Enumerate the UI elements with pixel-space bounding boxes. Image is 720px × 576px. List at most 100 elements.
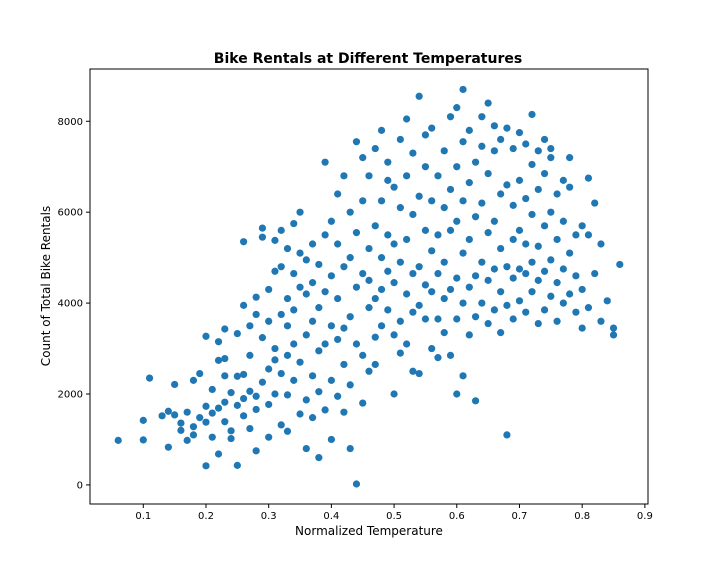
scatter-point — [453, 274, 461, 282]
scatter-point — [315, 347, 323, 355]
scatter-point — [403, 290, 411, 298]
scatter-point — [277, 421, 285, 429]
scatter-point — [465, 235, 473, 244]
scatter-point — [540, 222, 549, 230]
scatter-point — [290, 376, 298, 384]
scatter-point — [265, 400, 273, 409]
scatter-point — [566, 183, 574, 191]
scatter-point — [609, 324, 618, 332]
scatter-point — [566, 290, 574, 298]
x-tick-label: 0.7 — [512, 511, 528, 522]
scatter-point — [384, 158, 392, 166]
scatter-point — [352, 138, 361, 146]
scatter-point — [365, 276, 373, 284]
scatter-point — [421, 315, 430, 323]
scatter-point — [189, 423, 198, 431]
scatter-point — [283, 294, 292, 303]
scatter-point — [240, 412, 248, 420]
scatter-point — [434, 354, 442, 362]
scatter-point — [522, 140, 530, 148]
scatter-point — [415, 369, 423, 378]
scatter-point — [478, 258, 486, 266]
scatter-point — [208, 409, 216, 417]
scatter-point — [327, 322, 335, 330]
scatter-point — [321, 340, 329, 348]
scatter-point — [421, 163, 430, 171]
scatter-point — [553, 279, 561, 287]
scatter-point — [346, 444, 354, 453]
scatter-point — [434, 315, 442, 323]
scatter-point — [440, 329, 448, 337]
x-tick-label: 0.1 — [135, 511, 151, 522]
scatter-point — [553, 317, 561, 325]
scatter-point — [189, 431, 198, 439]
x-tick-label: 0.8 — [574, 511, 590, 522]
scatter-point — [221, 325, 229, 333]
scatter-point — [465, 283, 473, 291]
scatter-point — [434, 231, 442, 239]
scatter-point — [265, 365, 273, 373]
x-tick-label: 0.4 — [323, 511, 339, 522]
scatter-point — [252, 405, 260, 414]
scatter-point — [572, 308, 580, 316]
scatter-point — [559, 217, 567, 225]
scatter-point — [290, 269, 298, 278]
scatter-point — [428, 344, 436, 353]
scatter-point — [359, 154, 367, 162]
scatter-point — [584, 231, 593, 239]
scatter-point — [258, 233, 267, 241]
scatter-point — [390, 390, 398, 398]
scatter-point — [503, 124, 511, 132]
x-tick-label: 0.6 — [449, 511, 465, 522]
scatter-point — [214, 404, 223, 412]
scatter-point — [403, 172, 411, 180]
scatter-point — [459, 299, 467, 307]
scatter-point — [578, 222, 586, 230]
scatter-point — [240, 301, 248, 309]
scatter-point — [252, 447, 260, 455]
scatter-point — [566, 249, 574, 257]
scatter-point — [258, 378, 267, 386]
scatter-point — [478, 113, 486, 121]
scatter-point — [396, 317, 404, 325]
scatter-point — [484, 319, 492, 328]
scatter-point — [440, 258, 448, 266]
x-tick-label: 0.9 — [637, 511, 653, 522]
scatter-point — [227, 427, 235, 435]
scatter-point — [296, 358, 304, 366]
scatter-point — [233, 461, 241, 469]
scatter-point — [528, 210, 536, 219]
scatter-point — [340, 408, 348, 416]
scatter-point — [415, 92, 423, 100]
scatter-point — [428, 124, 436, 132]
scatter-point — [365, 244, 373, 253]
scatter-point — [403, 115, 411, 123]
scatter-point — [428, 288, 436, 296]
scatter-point — [503, 181, 511, 189]
scatter-point — [233, 401, 241, 409]
scatter-point — [509, 315, 517, 323]
scatter-point — [390, 183, 398, 191]
scatter-point — [409, 308, 417, 316]
scatter-point — [359, 399, 367, 407]
scatter-point — [371, 222, 379, 230]
scatter-point — [534, 319, 542, 328]
scatter-point — [609, 331, 618, 339]
scatter-point — [302, 256, 310, 264]
scatter-point — [196, 414, 204, 422]
scatter-point — [283, 391, 292, 399]
scatter-point — [446, 113, 455, 121]
scatter-point — [340, 360, 348, 369]
scatter-point — [202, 332, 210, 340]
scatter-point — [202, 462, 210, 470]
scatter-point — [509, 144, 517, 153]
scatter-point — [227, 434, 235, 443]
scatter-point — [553, 235, 561, 244]
scatter-point — [359, 269, 367, 278]
scatter-point — [515, 176, 524, 184]
scatter-point — [271, 390, 279, 398]
scatter-point — [377, 126, 386, 134]
scatter-point — [459, 138, 467, 146]
scatter-point — [578, 324, 586, 332]
